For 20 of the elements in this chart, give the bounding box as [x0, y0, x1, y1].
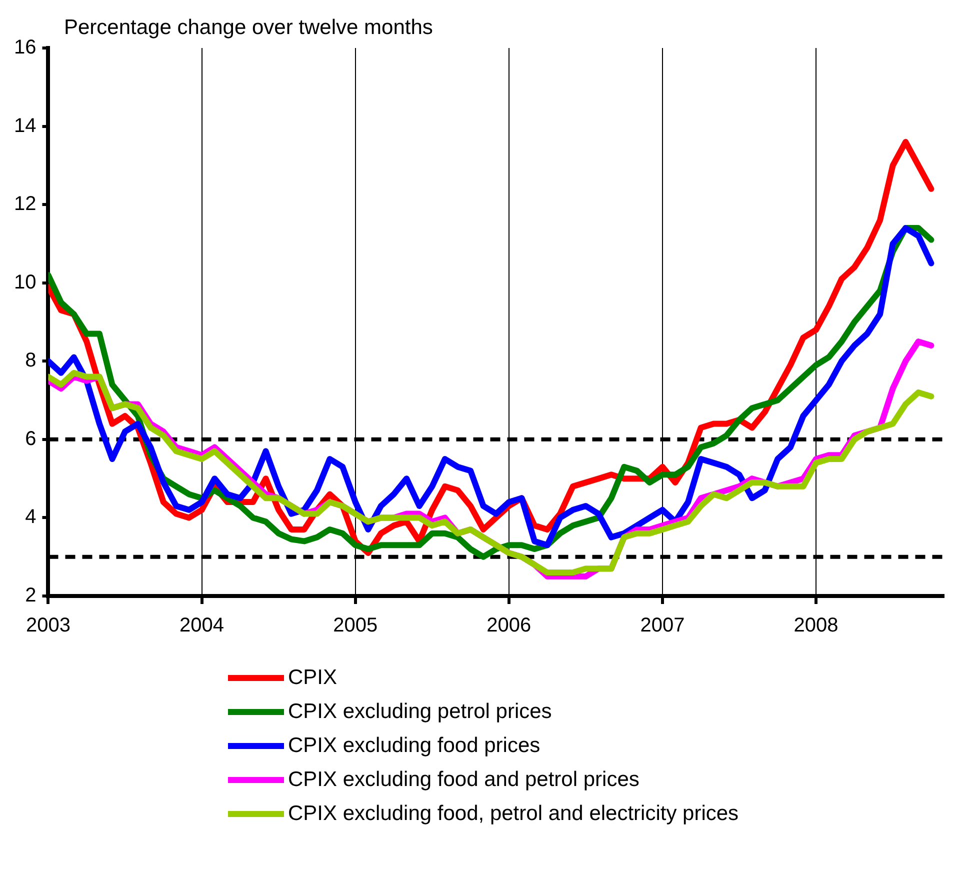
- y-tick-label: 10: [14, 271, 36, 294]
- legend-label: CPIX excluding food, petrol and electricity prices: [288, 802, 739, 826]
- x-tick-label: 2005: [333, 614, 378, 637]
- y-tick-label: 12: [14, 193, 36, 216]
- legend-label: CPIX excluding food prices: [288, 734, 540, 758]
- y-tick-label: 14: [14, 114, 36, 137]
- legend-label: CPIX: [288, 666, 338, 690]
- y-axis-title: Percentage change over twelve months: [64, 16, 433, 40]
- y-tick-label: 16: [14, 36, 36, 59]
- legend-label: CPIX excluding food and petrol prices: [288, 768, 640, 792]
- x-tick-label: 2004: [180, 614, 224, 637]
- x-tick-label: 2007: [640, 614, 685, 637]
- y-tick-label: 8: [25, 350, 36, 372]
- x-tick-label: 2003: [26, 614, 70, 637]
- x-tick-label: 2006: [486, 614, 532, 637]
- y-tick-label: 2: [25, 584, 36, 607]
- legend-label: CPIX excluding petrol prices: [288, 700, 552, 724]
- x-tick-label: 2008: [794, 614, 838, 637]
- y-tick-label: 6: [25, 428, 36, 450]
- y-tick-label: 4: [25, 506, 36, 528]
